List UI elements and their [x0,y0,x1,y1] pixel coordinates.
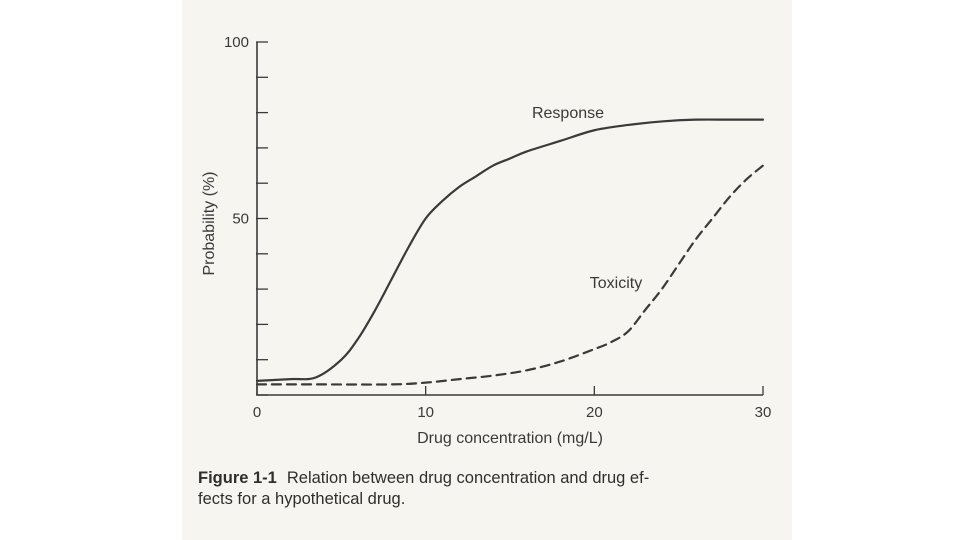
x-tick-label: 0 [253,404,261,421]
x-tick-label: 10 [417,404,434,421]
figure-label: Figure 1-1 [198,469,277,487]
series-line-response [255,118,765,382]
x-axis-title: Drug concentration (mg/L) [417,430,603,447]
caption-line-2: fects for a hypothetical drug. [198,490,406,508]
y-axis-title: Probability (%) [201,171,218,275]
x-tick-label: 20 [586,404,603,421]
response-annotation: Response [532,105,604,122]
y-tick-label: 100 [224,34,249,51]
caption-line-1: Relation between drug concentration and … [286,469,650,487]
y-tick-label: 50 [232,211,249,228]
figure-caption: Figure 1-1 Relation between drug concentr… [198,468,788,510]
series-line-toxicity [255,164,765,386]
x-tick-label: 30 [755,404,772,421]
drug-effect-chart: 50 100 0 10 20 30 Drug concentration (mg/L) Pro… [201,34,772,447]
scanned-figure-background [182,0,792,540]
toxicity-annotation: Toxicity [590,275,642,292]
